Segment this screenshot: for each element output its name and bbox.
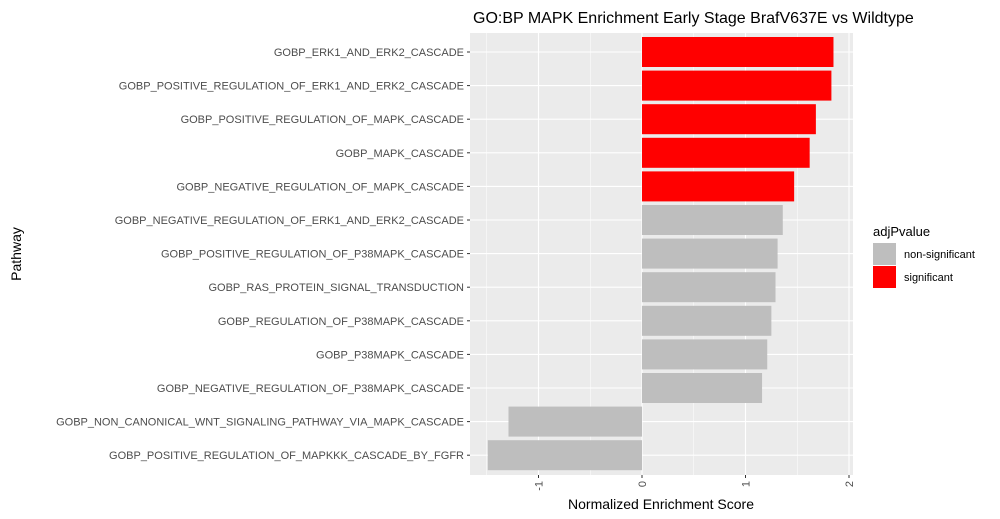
y-tick-label: GOBP_POSITIVE_REGULATION_OF_MAPK_CASCADE: [181, 114, 464, 126]
x-ticks: -1 0 1 2: [534, 475, 856, 491]
y-tick-label: GOBP_POSITIVE_REGULATION_OF_ERK1_AND_ERK…: [119, 81, 464, 93]
legend-title: adjPvalue: [873, 224, 930, 239]
bar: [487, 440, 642, 471]
y-tick-labels: GOBP_ERK1_AND_ERK2_CASCADE GOBP_POSITIVE_…: [56, 47, 470, 462]
bar: [642, 171, 795, 202]
bar: [642, 37, 834, 67]
bar: [642, 305, 772, 336]
legend-label: significant: [904, 272, 953, 284]
bar: [642, 339, 768, 370]
chart-title: GO:BP MAPK Enrichment Early Stage BrafV6…: [473, 10, 914, 27]
y-axis-title: Pathway: [8, 227, 24, 281]
bar: [508, 406, 642, 437]
bar: [642, 104, 816, 135]
y-tick-label: GOBP_MAPK_CASCADE: [336, 148, 464, 160]
legend-swatch: [873, 266, 896, 288]
y-tick-label: GOBP_NEGATIVE_REGULATION_OF_ERK1_AND_ERK…: [115, 215, 464, 227]
legend-swatch: [873, 243, 896, 265]
x-axis-title: Normalized Enrichment Score: [568, 496, 754, 512]
x-tick-label: -1: [534, 481, 546, 491]
bars: [487, 37, 834, 471]
legend-label: non-significant: [904, 249, 975, 261]
y-tick-label: GOBP_RAS_PROTEIN_SIGNAL_TRANSDUCTION: [208, 282, 464, 294]
bar: [642, 238, 778, 269]
bar: [642, 70, 832, 101]
legend: adjPvalue non-significant significant: [873, 224, 975, 288]
y-tick-label: GOBP_POSITIVE_REGULATION_OF_P38MAPK_CASC…: [161, 249, 464, 261]
x-tick-label: 1: [741, 481, 753, 487]
y-tick-label: GOBP_REGULATION_OF_P38MAPK_CASCADE: [218, 316, 464, 328]
y-tick-label: GOBP_ERK1_AND_ERK2_CASCADE: [274, 47, 464, 59]
bar: [642, 373, 763, 403]
bar: [642, 272, 776, 303]
y-tick-label: GOBP_NEGATIVE_REGULATION_OF_MAPK_CASCADE: [176, 181, 464, 193]
y-tick-label: GOBP_NEGATIVE_REGULATION_OF_P38MAPK_CASC…: [157, 383, 464, 395]
y-tick-label: GOBP_NON_CANONICAL_WNT_SIGNALING_PATHWAY…: [56, 417, 464, 429]
bar: [642, 205, 783, 235]
y-tick-label: GOBP_POSITIVE_REGULATION_OF_MAPKKK_CASCA…: [109, 450, 464, 462]
x-tick-label: 2: [844, 481, 856, 487]
y-tick-label: GOBP_P38MAPK_CASCADE: [316, 349, 464, 361]
bar: [642, 137, 810, 168]
x-tick-label: 0: [637, 481, 649, 487]
